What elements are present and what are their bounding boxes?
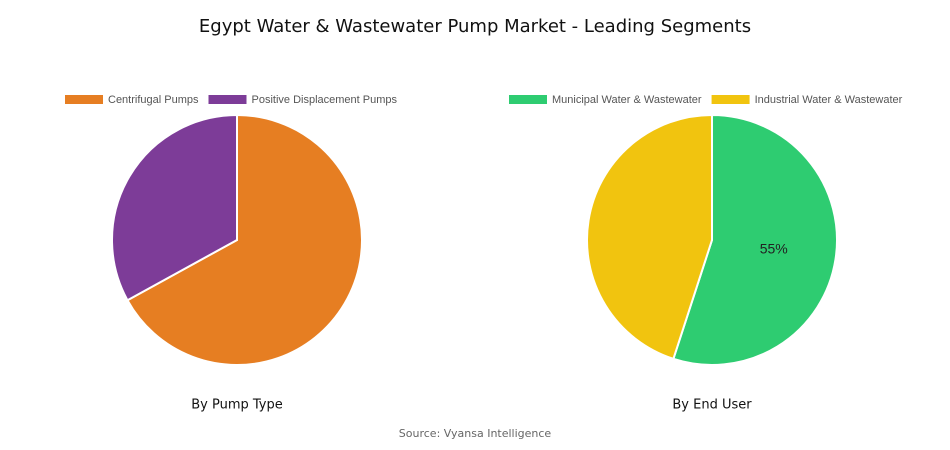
legend-label: Municipal Water & Wastewater: [552, 94, 702, 106]
pie-slice: [111, 113, 238, 302]
legend-swatch: [65, 95, 103, 104]
pie-slice: [586, 113, 713, 361]
chart-subtitle: By End User: [672, 398, 752, 413]
chart-subtitle: By Pump Type: [191, 398, 283, 413]
legend-label: Positive Displacement Pumps: [252, 94, 398, 106]
source: Source: Vyansa Intelligence: [399, 427, 552, 440]
pie-slice: [126, 113, 363, 366]
slice-label: 55%: [760, 240, 788, 256]
legend-swatch: [208, 95, 247, 104]
legend-label: Centrifugal Pumps: [108, 94, 199, 106]
pie-slice: [672, 113, 838, 366]
legend-swatch: [509, 95, 547, 104]
legend-swatch: [711, 95, 750, 104]
legend-label: Industrial Water & Wastewater: [755, 94, 903, 106]
page-title: Egypt Water & Wastewater Pump Market - L…: [199, 16, 751, 37]
